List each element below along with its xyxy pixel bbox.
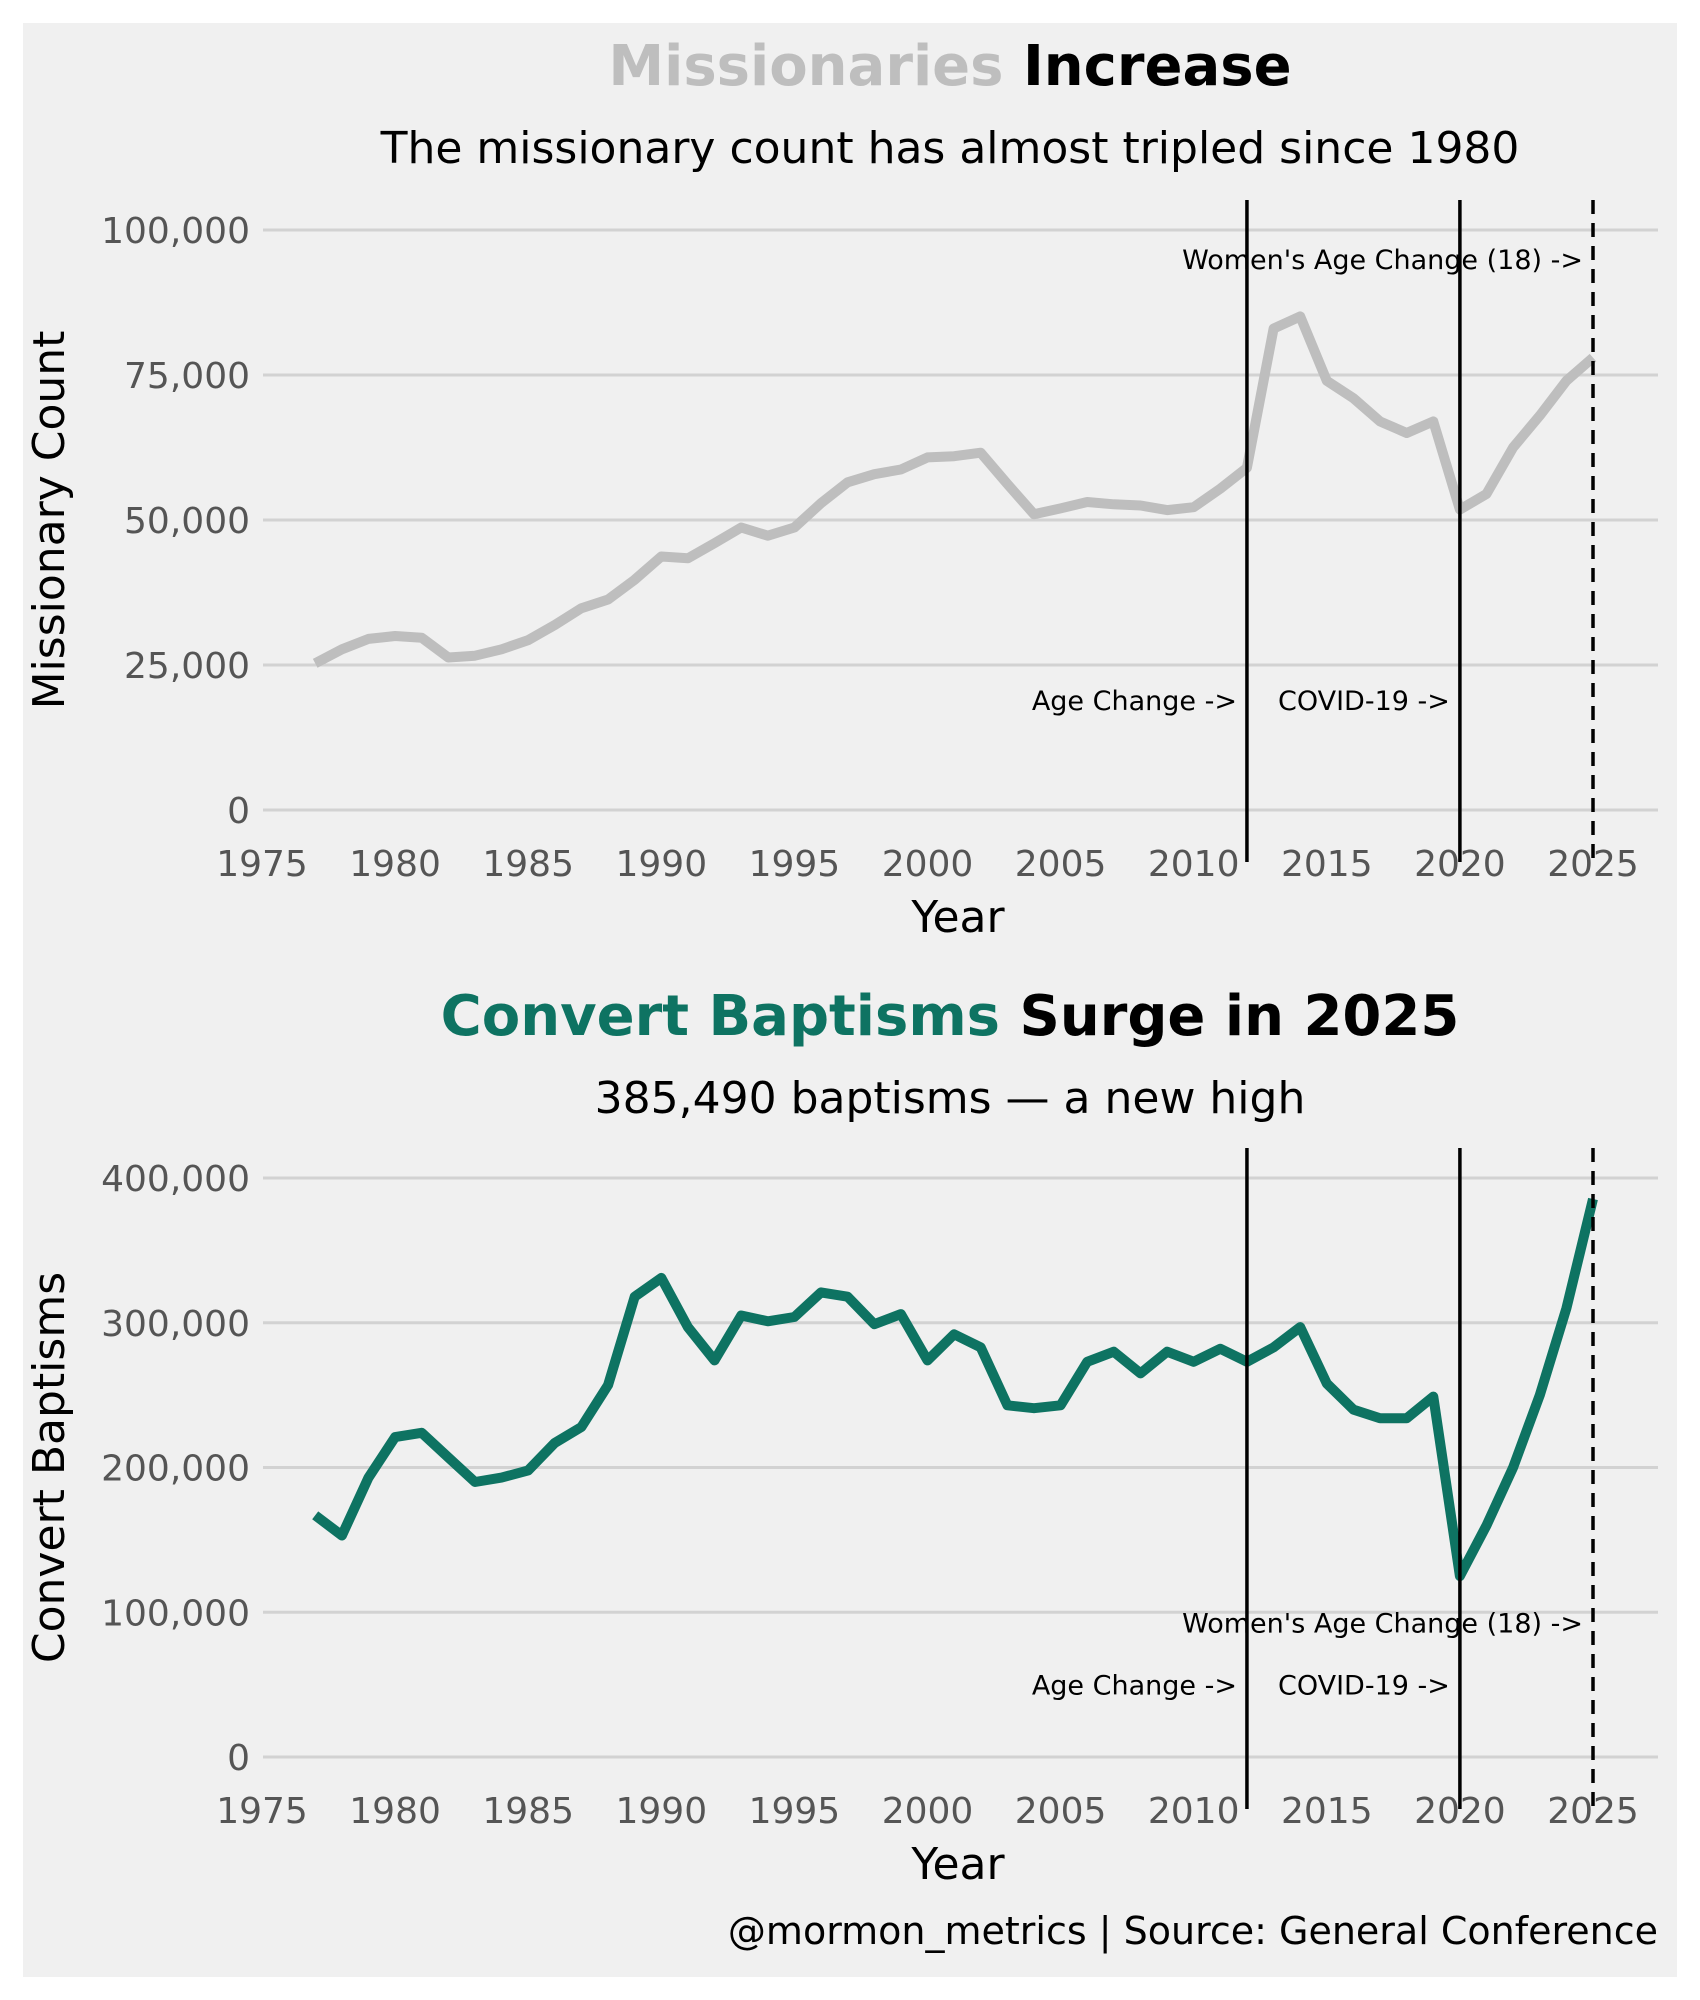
x-tick-label: 1995 (749, 844, 841, 885)
x-tick-label: 1995 (749, 1791, 841, 1832)
chart-title: Missionaries Increase (608, 34, 1291, 99)
x-tick-label: 1980 (349, 844, 441, 885)
x-tick-label: 2010 (1148, 1791, 1240, 1832)
x-tick-label: 1985 (482, 1791, 574, 1832)
event-label: Age Change -> (1032, 1671, 1237, 1702)
event-label: COVID-19 -> (1278, 686, 1450, 717)
x-axis-label: Year (910, 1839, 1005, 1890)
panel-background (23, 23, 1677, 1977)
chart-subtitle: 385,490 baptisms — a new high (595, 1073, 1306, 1124)
chart-subtitle: The missionary count has almost tripled … (380, 123, 1520, 174)
y-tick-label: 50,000 (124, 501, 250, 542)
y-tick-label: 25,000 (124, 646, 250, 687)
title-rest: Increase (1003, 34, 1291, 99)
title-rest: Surge in 2025 (1000, 984, 1459, 1049)
y-tick-label: 200,000 (101, 1449, 250, 1490)
x-tick-label: 2005 (1015, 1791, 1107, 1832)
y-axis-label: Convert Baptisms (24, 1272, 75, 1663)
event-label: Age Change -> (1032, 686, 1237, 717)
baptisms-panel: Convert Baptisms Surge in 2025 385,490 ba… (24, 984, 1658, 1890)
series-line (312, 311, 1597, 668)
y-tick-label: 100,000 (101, 1593, 250, 1634)
event-label: Women's Age Change (18) -> (1182, 245, 1583, 276)
y-tick-label: 300,000 (101, 1304, 250, 1345)
y-axis-label: Missionary Count (24, 331, 75, 710)
y-tick-label: 100,000 (101, 211, 250, 252)
x-tick-label: 2000 (882, 844, 974, 885)
event-label: COVID-19 -> (1278, 1671, 1450, 1702)
x-tick-label: 2015 (1281, 844, 1373, 885)
x-tick-label: 1975 (216, 844, 308, 885)
y-tick-label: 400,000 (101, 1159, 250, 1200)
x-tick-label: 1975 (216, 1791, 308, 1832)
x-tick-label: 2005 (1015, 844, 1107, 885)
x-axis-label: Year (910, 892, 1005, 943)
x-tick-label: 2015 (1281, 1791, 1373, 1832)
title-highlight: Missionaries (608, 34, 1003, 99)
x-tick-label: 1985 (482, 844, 574, 885)
x-tick-label: 1980 (349, 1791, 441, 1832)
x-tick-label: 1990 (615, 1791, 707, 1832)
source-credit: @mormon_metrics | Source: General Confer… (728, 1909, 1658, 1954)
series-line (312, 1197, 1598, 1582)
x-tick-label: 2010 (1148, 844, 1240, 885)
chart-title: Convert Baptisms Surge in 2025 (441, 984, 1460, 1049)
x-tick-label: 2000 (882, 1791, 974, 1832)
missionaries-panel: Missionaries Increase The missionary coun… (24, 34, 1658, 943)
y-tick-label: 0 (227, 791, 250, 832)
y-tick-label: 0 (227, 1738, 250, 1779)
x-tick-label: 1990 (615, 844, 707, 885)
title-highlight: Convert Baptisms (441, 984, 1000, 1049)
y-tick-label: 75,000 (124, 356, 250, 397)
event-label: Women's Age Change (18) -> (1182, 1608, 1583, 1639)
